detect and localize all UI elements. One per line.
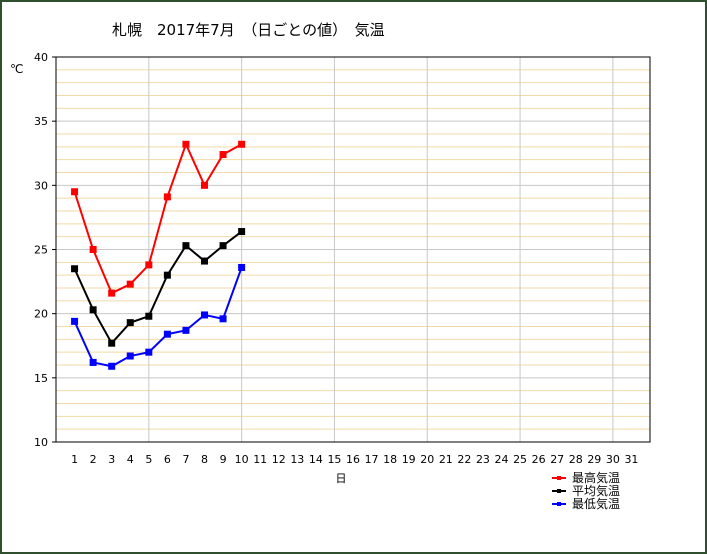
data-point xyxy=(145,261,153,269)
data-point xyxy=(108,362,116,370)
y-tick-label: 15 xyxy=(34,372,48,385)
x-tick-label: 8 xyxy=(201,453,208,466)
data-point xyxy=(89,358,97,366)
y-tick-label: 20 xyxy=(34,308,48,321)
legend-label: 最高気温 xyxy=(572,470,620,485)
series-line xyxy=(73,230,243,345)
data-point xyxy=(126,280,134,288)
series-平均気温 xyxy=(71,228,246,347)
y-tick-label: 10 xyxy=(34,436,48,449)
x-tick-label: 28 xyxy=(569,453,583,466)
x-tick-label: 19 xyxy=(402,453,416,466)
data-point xyxy=(219,315,227,323)
data-point xyxy=(108,289,116,297)
x-tick-label: 6 xyxy=(164,453,171,466)
x-tick-label: 22 xyxy=(457,453,471,466)
data-point xyxy=(126,319,134,327)
legend-label: 平均気温 xyxy=(572,483,620,498)
y-tick-label: 30 xyxy=(34,179,48,192)
chart-title: 札幌 2017年7月 （日ごとの値） 気温 xyxy=(112,21,385,39)
x-tick-label: 16 xyxy=(346,453,360,466)
legend-marker xyxy=(557,476,561,480)
x-tick-label: 12 xyxy=(272,453,286,466)
data-point xyxy=(145,312,153,320)
data-point xyxy=(219,242,227,250)
data-point xyxy=(163,271,171,279)
legend-label: 最低気温 xyxy=(572,496,620,511)
data-point xyxy=(182,242,190,250)
x-tick-label: 3 xyxy=(108,453,115,466)
series-line xyxy=(73,141,243,295)
x-tick-label: 29 xyxy=(587,453,601,466)
x-tick-label: 25 xyxy=(513,453,527,466)
y-tick-label: 35 xyxy=(34,115,48,128)
data-point xyxy=(238,263,246,271)
x-tick-label: 27 xyxy=(550,453,564,466)
x-tick-label: 24 xyxy=(495,453,509,466)
data-point xyxy=(71,188,79,196)
data-point xyxy=(219,151,227,159)
x-tick-label: 11 xyxy=(253,453,267,466)
data-point xyxy=(163,193,171,201)
y-tick-label: 40 xyxy=(34,51,48,64)
y-axis-unit: ℃ xyxy=(10,62,23,76)
x-tick-label: 20 xyxy=(420,453,434,466)
x-tick-label: 4 xyxy=(127,453,134,466)
x-tick-label: 26 xyxy=(532,453,546,466)
x-tick-label: 5 xyxy=(145,453,152,466)
x-tick-label: 17 xyxy=(365,453,379,466)
series-line xyxy=(73,267,243,368)
data-point xyxy=(71,317,79,325)
data-point xyxy=(201,257,208,265)
x-tick-label: 23 xyxy=(476,453,490,466)
x-tick-label: 21 xyxy=(439,453,453,466)
x-tick-label: 9 xyxy=(220,453,227,466)
x-tick-label: 10 xyxy=(235,453,249,466)
x-tick-label: 31 xyxy=(624,453,638,466)
data-point xyxy=(201,181,208,189)
x-tick-label: 7 xyxy=(182,453,189,466)
data-point xyxy=(201,311,208,319)
data-point xyxy=(108,339,116,347)
series-最低気温 xyxy=(71,263,246,370)
data-point xyxy=(89,246,97,253)
data-point xyxy=(145,348,153,356)
x-axis-label: 日 xyxy=(336,472,347,485)
data-point xyxy=(126,352,134,360)
series-lines xyxy=(71,140,246,370)
x-tick-label: 2 xyxy=(90,453,97,466)
data-point xyxy=(238,228,246,236)
x-tick-label: 18 xyxy=(383,453,397,466)
x-tick-label: 13 xyxy=(290,453,304,466)
series-最高気温 xyxy=(71,140,246,297)
x-tick-label: 15 xyxy=(327,453,341,466)
data-point xyxy=(89,306,97,314)
data-point xyxy=(71,265,79,273)
data-point xyxy=(238,140,246,148)
data-point xyxy=(182,140,190,148)
legend-marker xyxy=(557,502,561,506)
x-tick-label: 14 xyxy=(309,453,323,466)
x-tick-label: 30 xyxy=(606,453,620,466)
x-tick-label: 1 xyxy=(71,453,78,466)
grid xyxy=(56,57,650,442)
data-point xyxy=(163,330,171,338)
y-tick-label: 25 xyxy=(34,244,48,257)
data-point xyxy=(182,326,190,334)
legend-marker xyxy=(557,489,561,493)
